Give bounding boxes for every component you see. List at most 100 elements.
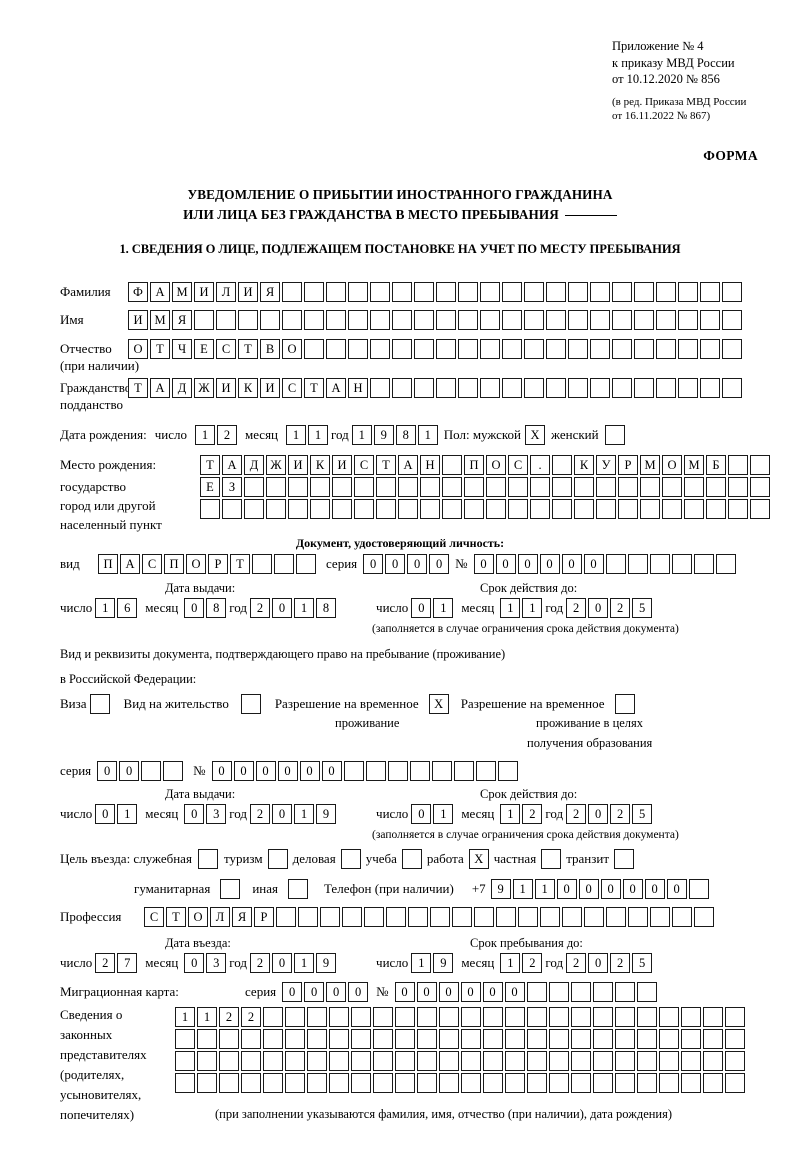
form-cell[interactable]	[452, 907, 472, 927]
form-cell[interactable]: 0	[184, 804, 205, 824]
form-cell[interactable]	[612, 378, 632, 398]
form-cell[interactable]: 0	[326, 982, 347, 1002]
form-cell[interactable]	[672, 907, 692, 927]
form-cell[interactable]	[593, 1007, 613, 1027]
form-cell[interactable]	[285, 1007, 305, 1027]
form-cell[interactable]	[700, 310, 720, 330]
form-cell[interactable]	[636, 982, 657, 1002]
form-cell[interactable]: 1	[194, 425, 215, 445]
form-cell[interactable]	[527, 1073, 547, 1093]
form-cell[interactable]: 0	[473, 554, 494, 574]
form-cell[interactable]	[634, 310, 654, 330]
form-cell[interactable]	[343, 761, 364, 781]
form-cell[interactable]: Л	[216, 282, 236, 302]
form-cell[interactable]	[681, 1007, 701, 1027]
purpose-private-checkbox[interactable]	[541, 849, 562, 869]
form-cell[interactable]	[678, 378, 698, 398]
form-cell[interactable]	[263, 1029, 283, 1049]
form-cell[interactable]	[540, 907, 560, 927]
form-cell[interactable]	[568, 378, 588, 398]
form-cell[interactable]	[373, 1029, 393, 1049]
form-cell[interactable]: 2	[241, 1007, 261, 1027]
form-cell[interactable]	[370, 310, 390, 330]
form-cell[interactable]: 0	[578, 879, 599, 899]
form-cell[interactable]	[348, 310, 368, 330]
form-cell[interactable]	[678, 339, 698, 359]
form-cell[interactable]	[722, 282, 742, 302]
form-cell[interactable]: 9	[373, 425, 394, 445]
form-cell[interactable]	[458, 378, 478, 398]
form-cell[interactable]: 5	[632, 953, 653, 973]
form-cell[interactable]	[417, 1029, 437, 1049]
form-cell[interactable]	[480, 310, 500, 330]
form-cell[interactable]	[351, 1073, 371, 1093]
form-cell[interactable]	[395, 1073, 415, 1093]
form-cell[interactable]	[417, 1073, 437, 1093]
form-cell[interactable]: 0	[482, 982, 503, 1002]
purpose-business-checkbox[interactable]	[340, 849, 361, 869]
form-cell[interactable]	[461, 1073, 481, 1093]
form-cell[interactable]: К	[310, 455, 330, 475]
form-cell[interactable]	[461, 1007, 481, 1027]
form-cell[interactable]	[590, 339, 610, 359]
form-cell[interactable]	[671, 554, 692, 574]
form-cell[interactable]: 0	[583, 554, 604, 574]
form-cell[interactable]	[684, 477, 704, 497]
form-cell[interactable]	[373, 1073, 393, 1093]
representatives-cells-2[interactable]	[175, 1029, 745, 1049]
form-cell[interactable]: 0	[394, 982, 415, 1002]
form-cell[interactable]: Б	[706, 455, 726, 475]
form-cell[interactable]	[458, 282, 478, 302]
form-cell[interactable]	[409, 761, 430, 781]
form-cell[interactable]	[546, 378, 566, 398]
sex-male-checkbox[interactable]: X	[525, 425, 546, 445]
form-cell[interactable]	[329, 1029, 349, 1049]
form-cell[interactable]: 2	[250, 953, 271, 973]
form-cell[interactable]: С	[508, 455, 528, 475]
form-cell[interactable]	[722, 378, 742, 398]
form-cell[interactable]: С	[142, 554, 162, 574]
form-cell[interactable]	[395, 1029, 415, 1049]
form-cell[interactable]: А	[150, 282, 170, 302]
form-cell[interactable]	[606, 907, 626, 927]
form-cell[interactable]	[700, 378, 720, 398]
purpose-tourism-checkbox[interactable]	[267, 849, 288, 869]
form-cell[interactable]	[552, 455, 572, 475]
form-cell[interactable]: М	[684, 455, 704, 475]
form-cell[interactable]: 2	[95, 953, 116, 973]
form-cell[interactable]: 0	[438, 982, 459, 1002]
form-cell[interactable]: 2	[216, 425, 237, 445]
form-cell[interactable]: 1	[500, 804, 521, 824]
form-cell[interactable]	[431, 761, 452, 781]
form-cell[interactable]	[288, 477, 308, 497]
form-cell[interactable]: 2	[250, 804, 271, 824]
form-cell[interactable]: 9	[490, 879, 511, 899]
form-cell[interactable]	[200, 499, 220, 519]
form-cell[interactable]	[370, 339, 390, 359]
form-cell[interactable]: 8	[316, 598, 337, 618]
form-cell[interactable]: 1	[286, 425, 307, 445]
form-cell[interactable]	[612, 339, 632, 359]
form-cell[interactable]: 0	[184, 598, 205, 618]
form-cell[interactable]	[548, 982, 569, 1002]
form-cell[interactable]	[163, 761, 184, 781]
form-cell[interactable]	[524, 378, 544, 398]
form-cell[interactable]	[502, 310, 522, 330]
form-cell[interactable]	[414, 339, 434, 359]
form-cell[interactable]	[614, 982, 635, 1002]
form-cell[interactable]	[354, 477, 374, 497]
form-cell[interactable]	[392, 310, 412, 330]
form-cell[interactable]	[527, 1051, 547, 1071]
form-cell[interactable]	[728, 499, 748, 519]
form-cell[interactable]	[502, 378, 522, 398]
form-cell[interactable]	[678, 282, 698, 302]
form-cell[interactable]	[395, 1051, 415, 1071]
form-cell[interactable]	[398, 499, 418, 519]
form-cell[interactable]: 1	[294, 804, 315, 824]
form-cell[interactable]	[725, 1007, 745, 1027]
form-cell[interactable]	[329, 1051, 349, 1071]
